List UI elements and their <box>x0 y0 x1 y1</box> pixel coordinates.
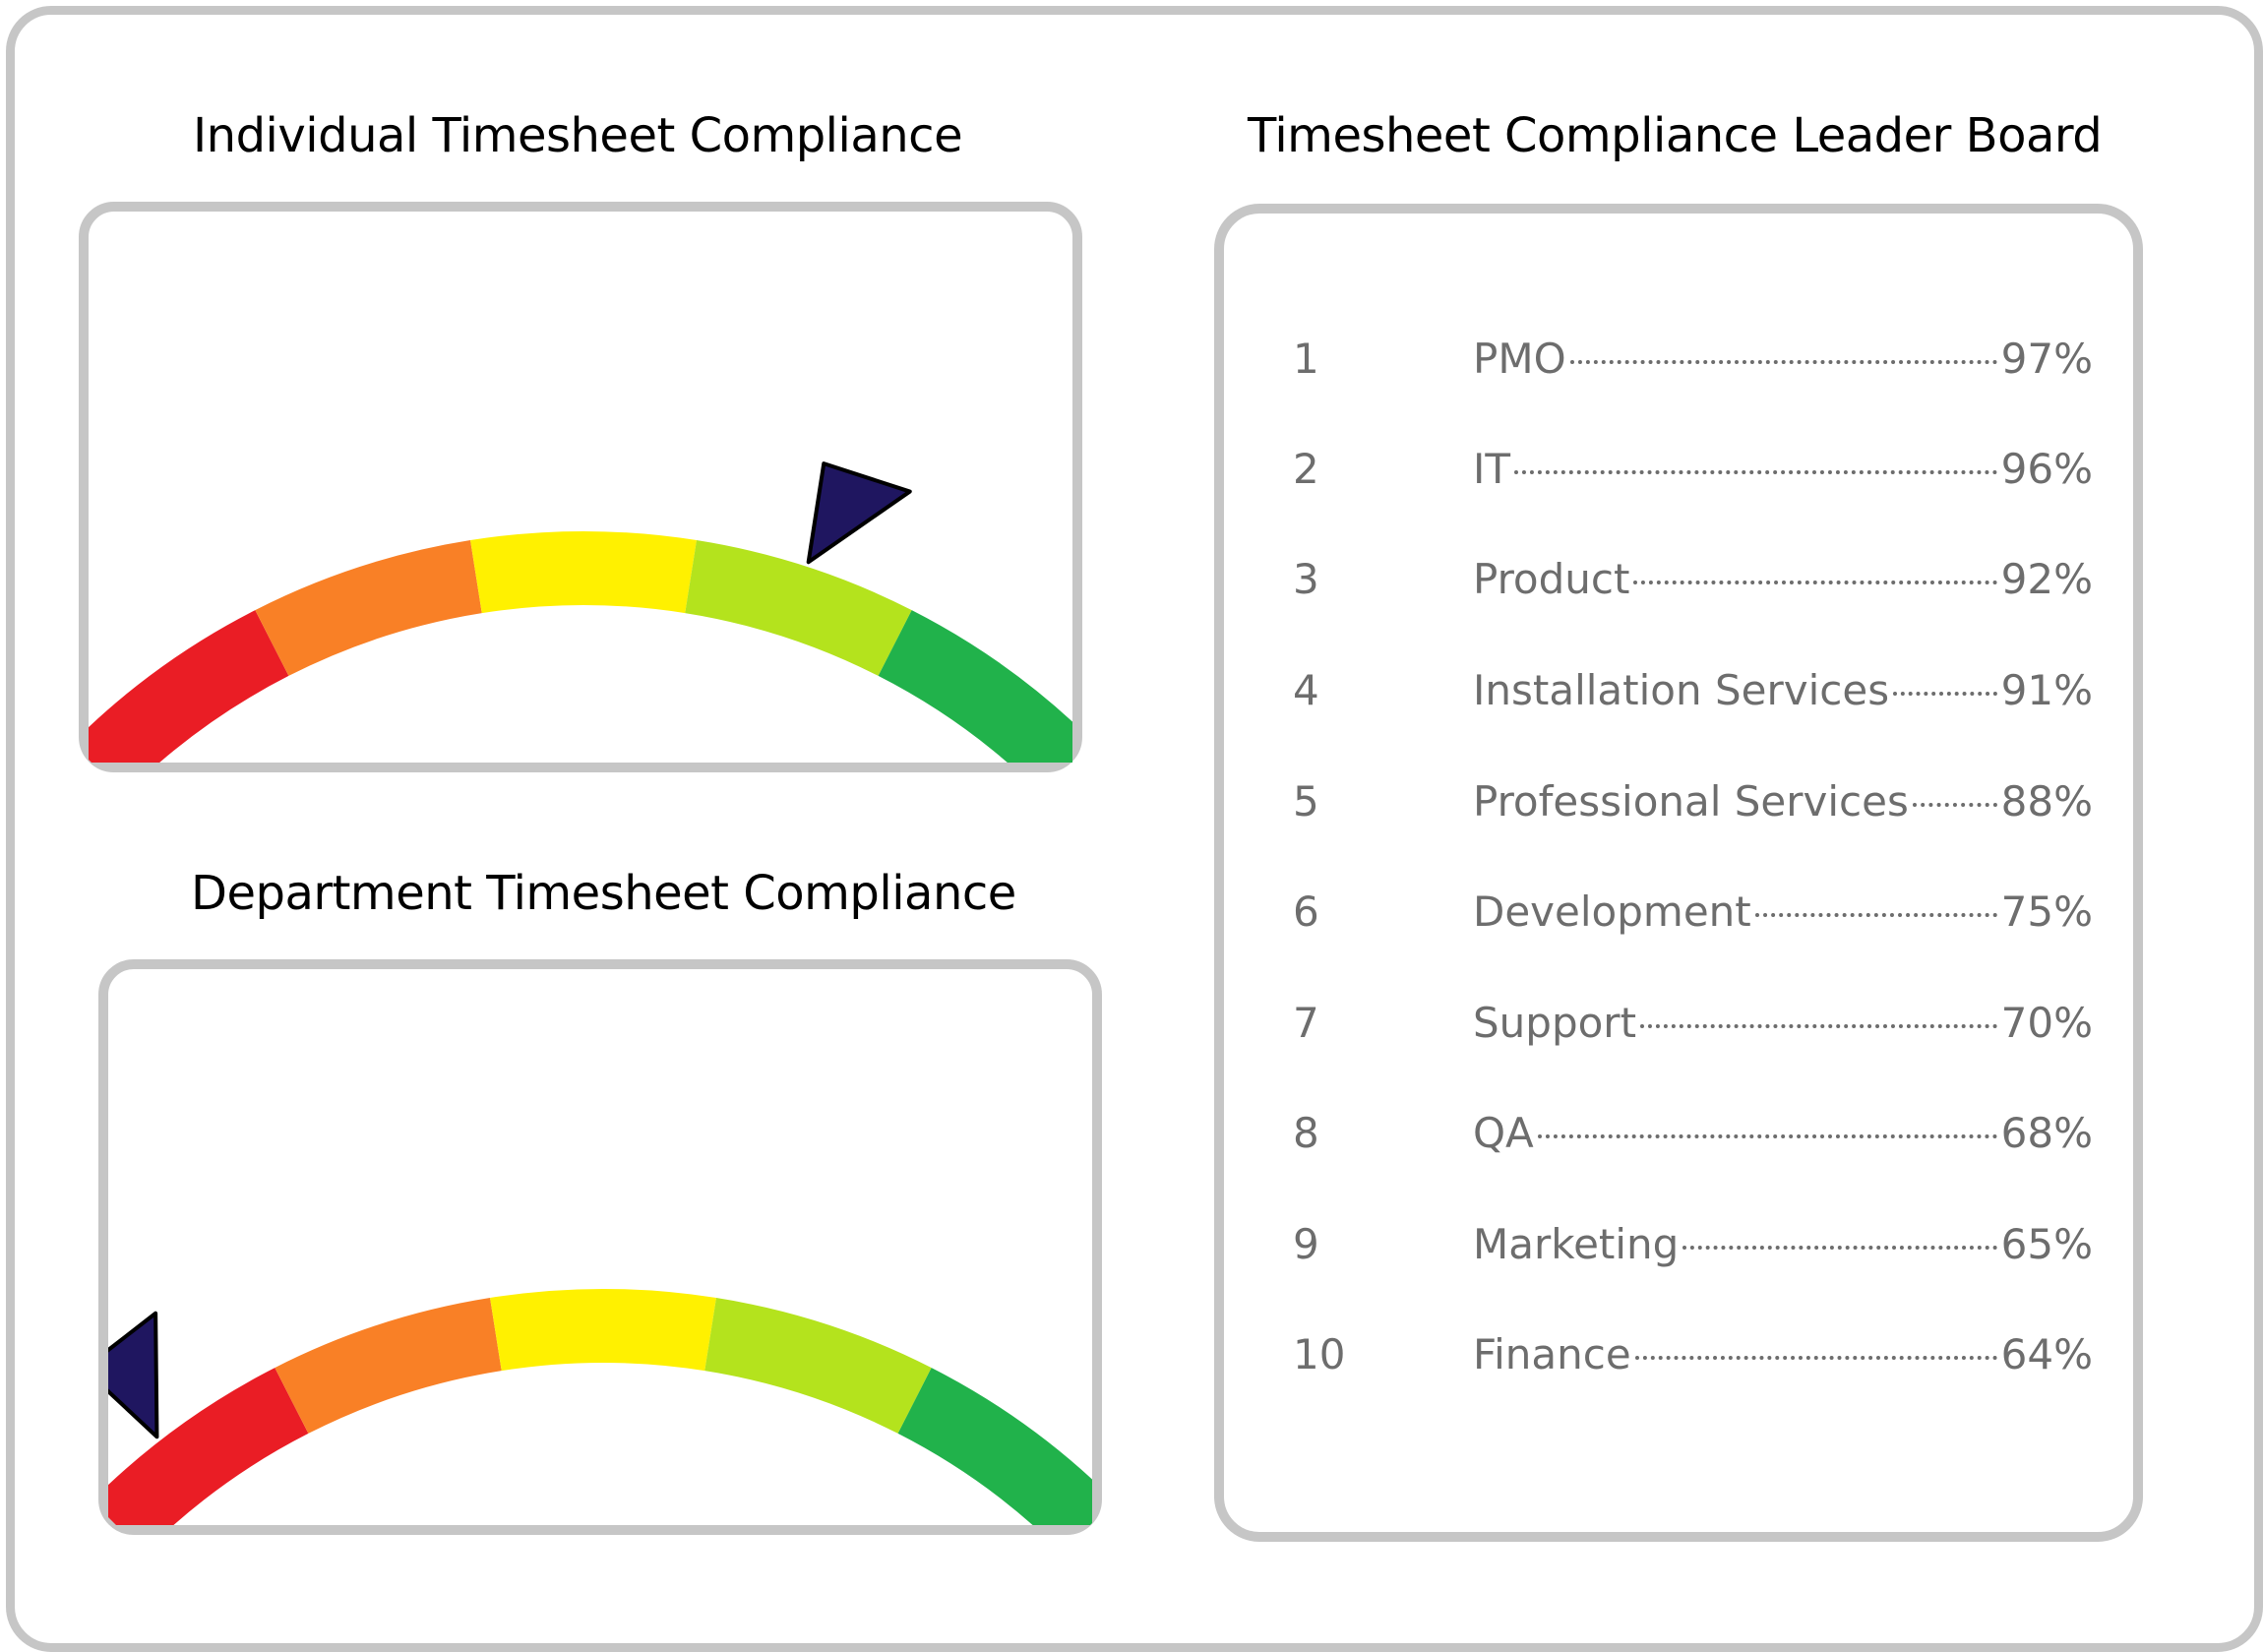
leader-row: 1 PMO 97% <box>1293 330 2100 389</box>
leader-board-title: Timesheet Compliance Leader Board <box>1248 108 2103 163</box>
leader-dot-leader <box>1569 360 1997 364</box>
leader-rank: 8 <box>1293 1109 1319 1157</box>
leader-department-name: Professional Services <box>1473 777 1909 826</box>
leader-rank: 5 <box>1293 777 1319 826</box>
leader-department-name: Finance <box>1473 1330 1631 1378</box>
leader-rank: 4 <box>1293 666 1319 714</box>
leader-department-name: Marketing <box>1473 1220 1680 1268</box>
leader-rank: 7 <box>1293 999 1319 1047</box>
leader-department-name: IT <box>1473 445 1511 493</box>
department-compliance-gauge <box>108 1289 1092 1525</box>
leader-percentage: 97% <box>2000 335 2093 383</box>
leader-rank: 10 <box>1293 1330 1346 1378</box>
gauge-segment-green <box>897 1368 1092 1525</box>
gauge-segment-orange <box>275 1298 502 1434</box>
leader-row: 8 QA 68% <box>1293 1104 2100 1163</box>
gauge-segment-yellow <box>490 1289 716 1372</box>
leader-department-name: Installation Services <box>1473 666 1890 714</box>
leader-percentage: 68% <box>2000 1109 2093 1157</box>
leader-dot-leader <box>1682 1246 1997 1250</box>
leader-department-name: PMO <box>1473 335 1566 383</box>
leader-row: 9 Marketing 65% <box>1293 1215 2100 1274</box>
leader-row: 4 Installation Services 91% <box>1293 661 2100 720</box>
leader-row: 6 Development 75% <box>1293 883 2100 942</box>
leader-percentage: 75% <box>2000 887 2093 936</box>
leader-percentage: 96% <box>2000 445 2093 493</box>
leader-dot-leader <box>1514 470 1997 474</box>
leader-dot-leader <box>1537 1134 1997 1138</box>
leader-department-name: Development <box>1473 887 1751 936</box>
leader-row: 2 IT 96% <box>1293 440 2100 499</box>
leader-rank: 1 <box>1293 335 1319 383</box>
gauge-pointer-icon <box>108 1311 159 1439</box>
leader-dot-leader <box>1640 1024 1997 1028</box>
leader-department-name: QA <box>1473 1109 1534 1157</box>
leader-percentage: 91% <box>2000 666 2093 714</box>
leader-row: 3 Product 92% <box>1293 550 2100 609</box>
leader-department-name: Support <box>1473 999 1637 1047</box>
gauge-segment-yellow <box>470 531 697 614</box>
leader-percentage: 88% <box>2000 777 2093 826</box>
leader-row: 10 Finance 64% <box>1293 1325 2100 1384</box>
leader-rank: 2 <box>1293 445 1319 493</box>
leader-rank: 9 <box>1293 1220 1319 1268</box>
gauge-segment-lime <box>704 1298 932 1434</box>
gauge-segment-orange <box>255 540 482 676</box>
gauge-pointer-icon <box>806 461 912 565</box>
leader-dot-leader <box>1893 692 1997 696</box>
individual-compliance-card <box>79 202 1082 772</box>
leader-percentage: 92% <box>2000 555 2093 603</box>
leader-department-name: Product <box>1473 555 1630 603</box>
leader-dot-leader <box>1754 913 1997 917</box>
leader-rank: 3 <box>1293 555 1319 603</box>
leader-dot-leader <box>1633 581 1997 584</box>
leader-row: 7 Support 70% <box>1293 994 2100 1053</box>
leader-dot-leader <box>1634 1356 1997 1360</box>
gauge-segment-red <box>108 1368 309 1525</box>
department-compliance-card <box>98 959 1102 1535</box>
gauge-segment-red <box>89 610 289 763</box>
gauge-segment-lime <box>685 540 912 676</box>
leader-rank: 6 <box>1293 887 1319 936</box>
department-compliance-title: Department Timesheet Compliance <box>191 866 1016 921</box>
leader-percentage: 70% <box>2000 999 2093 1047</box>
leader-percentage: 64% <box>2000 1330 2093 1378</box>
individual-compliance-gauge <box>89 461 1072 763</box>
leader-row: 5 Professional Services 88% <box>1293 772 2100 831</box>
gauge-segment-green <box>878 610 1072 763</box>
leader-percentage: 65% <box>2000 1220 2093 1268</box>
individual-compliance-title: Individual Timesheet Compliance <box>193 108 963 163</box>
leader-board-card: 1 PMO 97% 2 IT 96% 3 Product 92% 4 Insta… <box>1214 204 2143 1542</box>
leader-dot-leader <box>1912 803 1997 807</box>
